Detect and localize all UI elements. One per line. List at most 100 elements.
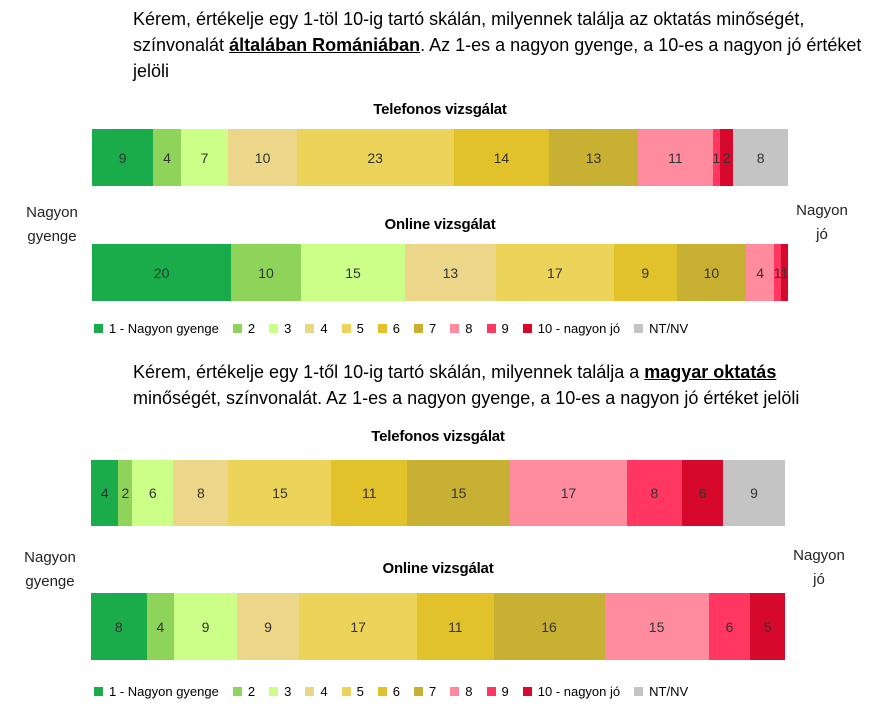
legend-2: 1 - Nagyon gyenge 2 3 4 5 6 7 8 9 10 - nagyon jó N… xyxy=(94,681,702,701)
question-2: Kérem, értékelje egy 1-től 10-ig tartó s… xyxy=(133,359,868,411)
bar-segment-10: 5 xyxy=(750,593,785,660)
legend-swatch xyxy=(269,323,279,333)
bar-segment-6: 11 xyxy=(331,460,408,526)
legend-item: 2 xyxy=(232,320,256,336)
data-label: 14 xyxy=(493,149,510,166)
bar-segment-8: 15 xyxy=(604,593,709,660)
bar-segment-4: 8 xyxy=(173,460,229,526)
legend-label: 2 xyxy=(247,320,256,336)
left-scale-label-1-line1: Nagyon xyxy=(26,204,78,221)
bar-segment-4: 9 xyxy=(236,593,300,660)
legend-label: 8 xyxy=(465,683,473,699)
data-label: 9 xyxy=(750,485,758,501)
legend-label: 6 xyxy=(392,683,401,699)
data-label: 15 xyxy=(450,485,467,501)
bar-segment-3: 9 xyxy=(174,593,237,660)
data-label: 1 xyxy=(780,264,789,281)
left-scale-label-1: Nagyon gyenge xyxy=(12,201,92,249)
data-label: 9 xyxy=(118,149,127,166)
legend-label: 9 xyxy=(501,320,509,336)
data-label: 13 xyxy=(442,264,459,281)
data-label: 17 xyxy=(350,618,366,635)
data-label: 1 xyxy=(712,149,721,166)
bar-segment-10: 6 xyxy=(681,460,724,526)
data-label: 20 xyxy=(153,264,170,281)
legend-swatch xyxy=(305,323,315,333)
data-label: 9 xyxy=(201,618,210,635)
data-label: 4 xyxy=(163,149,171,166)
bar-segment-4: 13 xyxy=(405,244,496,301)
bar-segment-1: 4 xyxy=(91,460,119,526)
right-scale-label-1-line1: Nagyon xyxy=(796,202,848,219)
legend-item: 10 - nagyon jó xyxy=(522,683,621,699)
legend-item: 9 xyxy=(486,320,509,336)
bar-segment-3: 6 xyxy=(132,460,174,526)
bar-segment-8: 4 xyxy=(746,244,775,301)
bar-segment-11: 8 xyxy=(733,129,788,186)
legend-swatch xyxy=(341,686,351,696)
data-label: 4 xyxy=(756,264,765,281)
chart-2-title: Online vizsgálat xyxy=(384,216,496,233)
legend-label: 3 xyxy=(284,683,292,699)
legend-swatch xyxy=(269,686,279,696)
bar-segment-1: 9 xyxy=(92,129,154,186)
legend-label: 4 xyxy=(320,320,328,336)
bar-segment-7: 13 xyxy=(549,129,638,186)
legend-item: 6 xyxy=(377,683,401,699)
left-scale-label-2-line2: gyenge xyxy=(25,573,75,590)
data-label: 4 xyxy=(100,485,109,501)
legend-swatch xyxy=(450,323,460,333)
left-scale-label-1-line2: gyenge xyxy=(27,228,77,245)
legend-item: 1 - Nagyon gyenge xyxy=(94,684,219,699)
data-label: 9 xyxy=(641,264,650,281)
legend-label: 3 xyxy=(284,320,292,336)
data-label: 6 xyxy=(725,618,734,635)
legend-item: 7 xyxy=(414,321,436,336)
bar-segment-9: 6 xyxy=(708,593,751,660)
legend-swatch xyxy=(94,323,103,333)
data-label: 15 xyxy=(345,264,361,281)
right-scale-label-1-line2: jó xyxy=(816,226,828,243)
question-1-emphasis: általában Romániában xyxy=(229,35,421,55)
legend-item: NT/NV xyxy=(634,684,688,699)
legend-item: 3 xyxy=(269,684,291,699)
data-label: 16 xyxy=(541,618,557,635)
legend-item: 4 xyxy=(305,320,328,336)
bar-segment-1: 20 xyxy=(92,244,232,301)
chart-3-title: Telefonos vizsgálat xyxy=(371,428,505,445)
bar-segment-5: 17 xyxy=(299,593,418,660)
legend-item: 7 xyxy=(414,684,436,699)
data-label: 11 xyxy=(448,618,463,635)
question-1-text-end: . Az 1-es a nagyon gyenge, a 10-es a nag… xyxy=(133,35,862,81)
legend-item: NT/NV xyxy=(634,321,688,336)
bar-segment-6: 9 xyxy=(614,244,677,301)
legend-label: 5 xyxy=(356,320,364,336)
legend-swatch xyxy=(94,686,103,696)
legend-label: 1 - Nagyon gyenge xyxy=(109,683,219,699)
legend-label: 7 xyxy=(429,683,437,699)
bar-segment-4: 10 xyxy=(228,129,297,186)
data-label: 6 xyxy=(698,485,707,501)
bar-segment-2: 10 xyxy=(231,244,301,301)
legend-label: 1 - Nagyon gyenge xyxy=(109,320,219,336)
legend-label: 5 xyxy=(356,683,364,699)
legend-item: 10 - nagyon jó xyxy=(522,321,620,336)
data-label: 8 xyxy=(650,485,659,501)
legend-item: 4 xyxy=(305,684,328,699)
bar-segment-1: 8 xyxy=(91,593,147,660)
bar-segment-9: 1 xyxy=(774,244,781,301)
legend-label: NT/NV xyxy=(649,320,689,336)
legend-swatch xyxy=(305,686,315,696)
legend-swatch xyxy=(450,686,460,696)
legend-item: 1 - Nagyon gyenge xyxy=(94,321,219,336)
bar-segment-2: 2 xyxy=(118,460,133,526)
bar-segment-5: 23 xyxy=(296,129,454,186)
legend-label: 10 - nagyon jó xyxy=(537,683,621,699)
legend-swatch xyxy=(377,323,387,333)
bar-segment-10: 1 xyxy=(781,244,788,301)
data-label: 9 xyxy=(264,618,272,635)
question-2-text: Kérem, értékelje egy 1-től 10-ig tartó s… xyxy=(133,362,645,382)
chart-1-title: Telefonos vizsgálat xyxy=(373,101,507,118)
data-label: 23 xyxy=(367,149,383,166)
legend-item: 8 xyxy=(450,321,473,336)
